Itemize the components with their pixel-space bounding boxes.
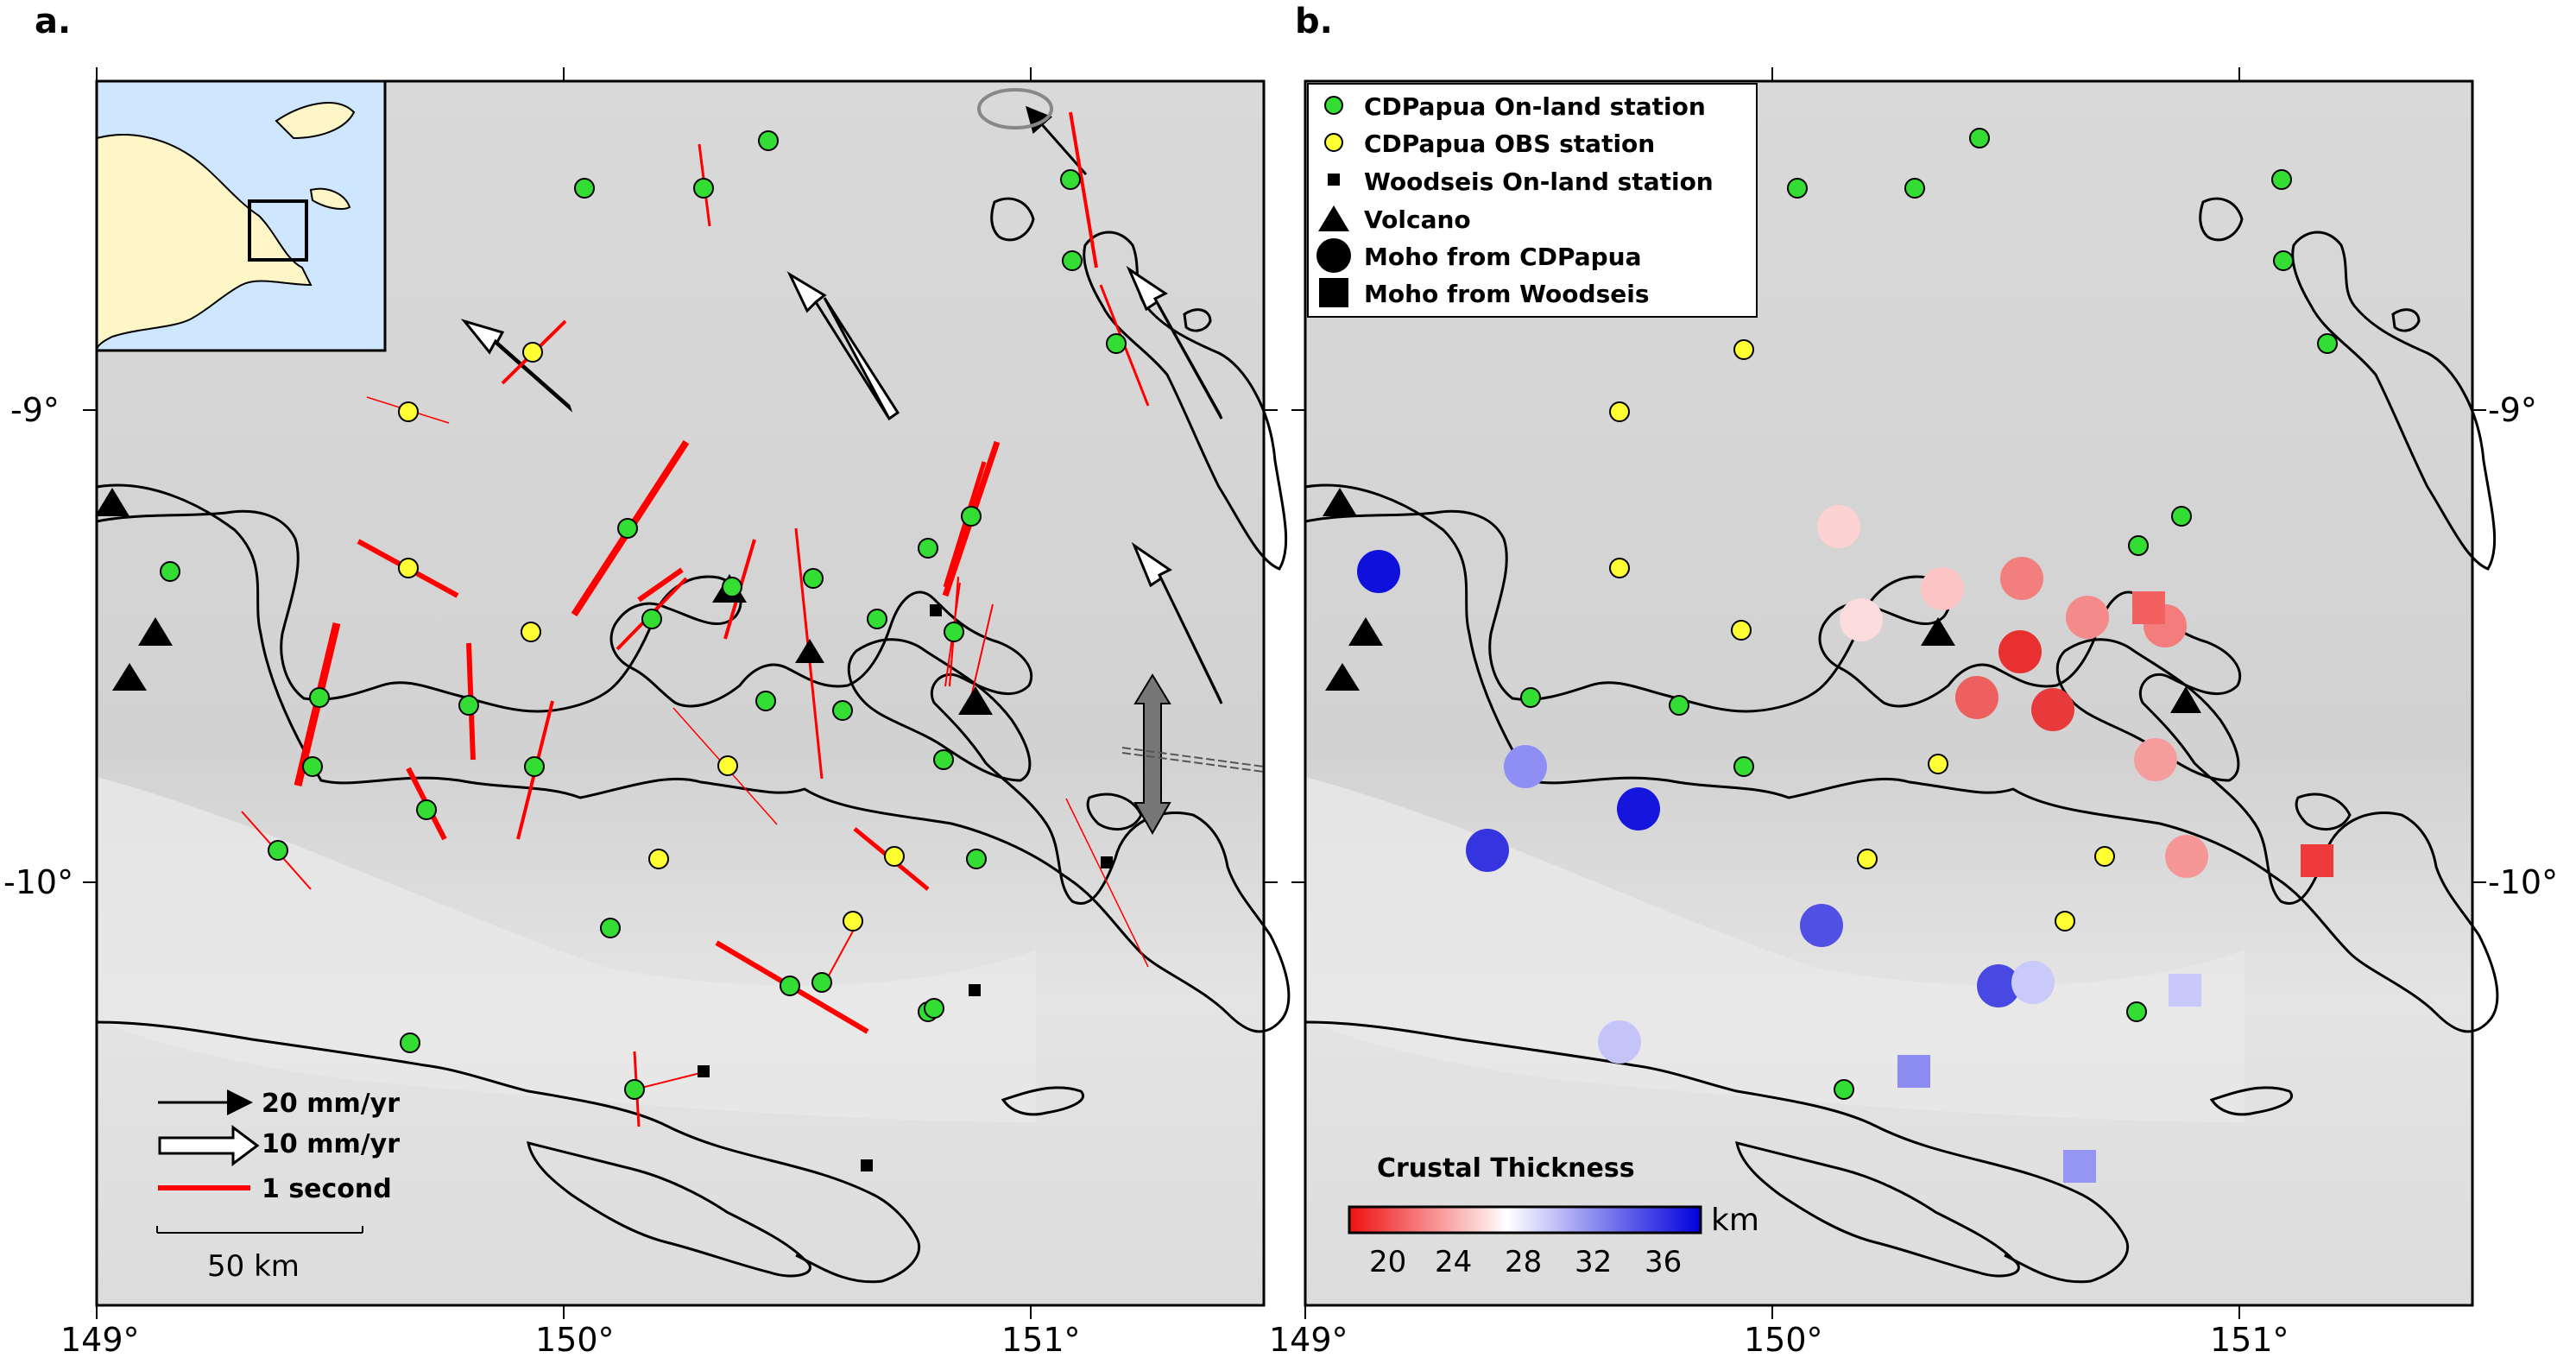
legend-b-item-2: CDPapua OBS station bbox=[1364, 129, 1655, 158]
green-circle-icon bbox=[1324, 96, 1343, 115]
inset-study-area-box bbox=[248, 199, 308, 262]
gray-double-arrow bbox=[1133, 673, 1171, 836]
panel-b-axes bbox=[1291, 67, 2486, 1319]
land-stations-b bbox=[1520, 128, 2338, 1100]
moho-cdpapua bbox=[1357, 505, 2208, 1064]
moho-woodseis bbox=[1897, 591, 2333, 1183]
x-tick-150-b: 150° bbox=[1744, 1321, 1823, 1359]
x-tick-149-a: 149° bbox=[60, 1321, 140, 1359]
panel-a-label: a. bbox=[35, 2, 71, 41]
panel-a-legend: 20 mm/yr 10 mm/yr 1 second 50 km bbox=[156, 1089, 400, 1284]
colorbar-gradient bbox=[1348, 1205, 1702, 1235]
yellow-circle-icon bbox=[1324, 133, 1343, 152]
large-square-icon bbox=[1319, 278, 1348, 307]
white-arrow-icon bbox=[158, 1125, 260, 1166]
triangle-icon bbox=[1318, 205, 1349, 231]
y-tick-9-b: -9° bbox=[2488, 391, 2537, 429]
volcanoes-b bbox=[1323, 488, 2201, 713]
legend-b-item-3: Woodseis On-land station bbox=[1364, 167, 1714, 196]
panel-a: a. bbox=[3, 2, 1291, 1359]
y-tick-9-a: -9° bbox=[10, 391, 60, 429]
large-circle-icon bbox=[1316, 238, 1351, 273]
colorbar-tick-24: 24 bbox=[1435, 1245, 1472, 1279]
colorbar-tick-32: 32 bbox=[1575, 1245, 1612, 1279]
gps-velocity-arrows bbox=[460, 88, 1265, 836]
colorbar-tick-20: 20 bbox=[1369, 1245, 1406, 1279]
legend-red-bar-label: 1 second bbox=[262, 1174, 392, 1204]
y-tick-10-b: -10° bbox=[2488, 863, 2558, 901]
scale-bar bbox=[156, 1226, 363, 1234]
x-tick-151-a: 151° bbox=[1001, 1321, 1081, 1359]
colorbar-tick-36: 36 bbox=[1645, 1245, 1682, 1279]
land-stations bbox=[160, 130, 1127, 1100]
small-square-icon bbox=[1328, 174, 1340, 186]
legend-b-item-4: Volcano bbox=[1364, 205, 1471, 234]
woodseis-stations bbox=[698, 604, 1113, 1171]
inset-map bbox=[95, 79, 387, 352]
legend-arrow-white-label: 10 mm/yr bbox=[262, 1129, 400, 1159]
panel-a-axes bbox=[83, 67, 1278, 1319]
colorbar-unit: km bbox=[1711, 1203, 1759, 1238]
colorbar-tick-28: 28 bbox=[1505, 1245, 1542, 1279]
legend-b-item-5: Moho from CDPapua bbox=[1364, 243, 1642, 271]
scale-bar-label: 50 km bbox=[207, 1249, 300, 1284]
panel-b: b. bbox=[1269, 2, 2558, 1359]
panel-b-legend: CDPapua On-land station CDPapua OBS stat… bbox=[1307, 83, 1758, 318]
x-tick-149-b: 149° bbox=[1269, 1321, 1348, 1359]
colorbar: Crustal Thickness km 20 24 28 32 36 bbox=[1348, 1153, 1759, 1279]
legend-arrow-black-label: 20 mm/yr bbox=[262, 1089, 400, 1119]
panel-b-label: b. bbox=[1295, 2, 1333, 41]
legend-b-item-6: Moho from Woodseis bbox=[1364, 280, 1650, 308]
y-tick-10-a: -10° bbox=[3, 863, 73, 901]
legend-b-item-1: CDPapua On-land station bbox=[1364, 92, 1706, 121]
colorbar-title: Crustal Thickness bbox=[1377, 1153, 1635, 1184]
obs-stations bbox=[398, 342, 905, 931]
x-tick-151-b: 151° bbox=[2210, 1321, 2289, 1359]
obs-stations-b bbox=[1609, 339, 2115, 931]
x-tick-150-a: 150° bbox=[535, 1321, 615, 1359]
